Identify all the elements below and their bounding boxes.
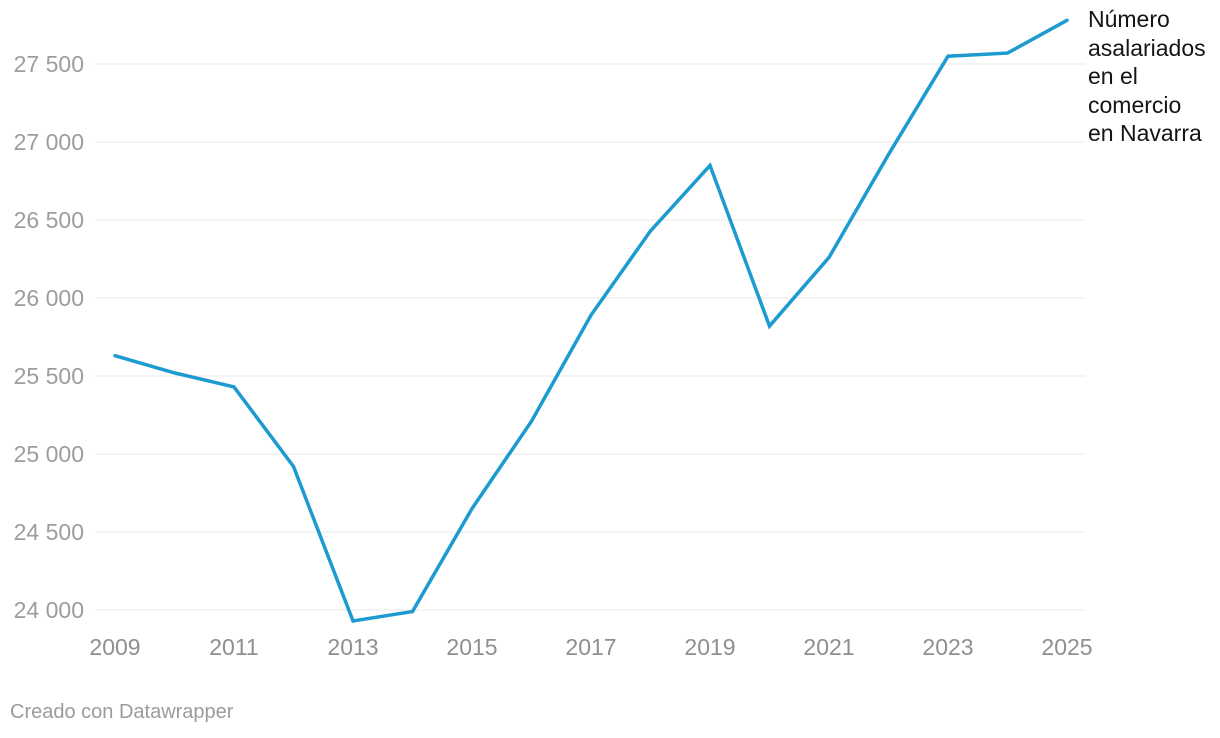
x-tick-label: 2013 [327, 634, 379, 660]
y-tick-label: 24 000 [13, 596, 84, 623]
y-tick-label: 25 500 [13, 362, 84, 389]
y-tick-label: 24 500 [13, 518, 84, 545]
credit-line: Creado con Datawrapper [10, 701, 234, 723]
series-end-label-line: en Navarra [1088, 120, 1202, 146]
x-tick-label: 2023 [922, 634, 974, 660]
x-tick-label: 2017 [565, 634, 617, 660]
x-tick-label: 2021 [803, 634, 855, 660]
y-tick-label: 26 500 [13, 206, 84, 233]
x-tick-label: 2009 [89, 634, 141, 660]
series-end-label-line: en el [1088, 63, 1138, 89]
series-end-label-line: Número [1088, 6, 1170, 32]
series-end-label: Número asalariados en el comercio en Navarra [1088, 5, 1206, 148]
x-tick-label: 2015 [446, 634, 498, 660]
x-tick-label: 2011 [209, 634, 259, 660]
y-tick-label: 25 000 [13, 440, 84, 467]
data-line [113, 18, 1069, 623]
y-tick-label: 26 000 [13, 284, 84, 311]
series-end-label-line: asalariados [1088, 34, 1206, 61]
x-tick-label: 2025 [1041, 634, 1093, 660]
y-tick-label: 27 500 [13, 50, 84, 77]
x-tick-label: 2019 [684, 634, 736, 660]
series-end-label-line: comercio [1088, 91, 1182, 118]
y-tick-label: 27 000 [13, 128, 84, 155]
